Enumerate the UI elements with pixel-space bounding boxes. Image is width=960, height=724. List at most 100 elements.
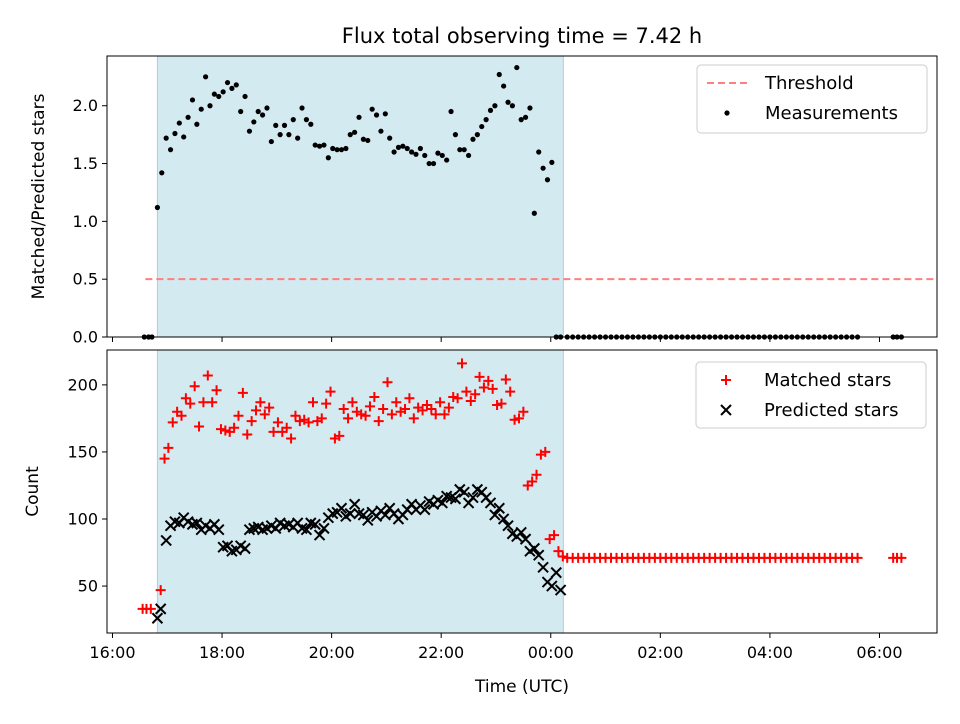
data-point (309, 518, 321, 531)
data-point (281, 422, 292, 433)
data-point (273, 122, 279, 128)
y-tick-label: 150 (67, 442, 98, 461)
data-point (242, 429, 253, 440)
data-point (487, 383, 498, 394)
data-point (544, 177, 551, 183)
data-point (493, 502, 505, 514)
data-point (458, 486, 470, 498)
series-predicted-stars (151, 483, 567, 624)
y-tick-label: 1.0 (73, 212, 98, 231)
data-point (207, 103, 213, 109)
data-point (391, 149, 397, 155)
data-point (492, 103, 498, 109)
data-point (163, 135, 169, 141)
data-point (522, 114, 529, 120)
data-point (272, 417, 283, 428)
data-point (404, 393, 415, 404)
data-point (514, 64, 520, 71)
data-point (531, 210, 537, 216)
data-point (167, 147, 174, 153)
legend-label: Matched stars (764, 370, 891, 391)
data-point (295, 135, 301, 141)
data-point (483, 375, 494, 386)
data-point (484, 497, 497, 509)
data-point (251, 119, 257, 125)
legend-label: Measurements (765, 103, 898, 124)
data-point (386, 409, 397, 420)
data-point (479, 123, 485, 130)
data-point (387, 135, 393, 141)
y-tick-label: 1.5 (73, 154, 98, 173)
data-point (509, 414, 520, 425)
data-point (151, 612, 164, 624)
data-point (461, 386, 472, 397)
legend-marker-swatch (721, 375, 731, 385)
y-tick-label: 50 (78, 577, 98, 596)
data-point (220, 425, 231, 436)
data-point (474, 371, 485, 382)
data-point (373, 112, 380, 118)
data-point (325, 386, 336, 397)
legend-box (695, 361, 927, 429)
data-point (160, 534, 172, 547)
data-point (478, 382, 489, 393)
data-point (318, 522, 330, 535)
data-point (198, 397, 209, 408)
data-point (215, 424, 226, 435)
data-point (203, 74, 209, 80)
data-point (303, 117, 310, 123)
data-point (198, 106, 204, 112)
data-point (290, 117, 296, 123)
data-point (211, 385, 222, 396)
data-point (426, 404, 437, 415)
data-point (369, 106, 375, 112)
data-point (242, 93, 248, 100)
data-point (378, 128, 384, 134)
y-tick-label: 2.0 (73, 96, 98, 115)
data-point (300, 524, 313, 536)
data-point (557, 551, 568, 562)
data-point (457, 147, 463, 153)
data-point (347, 397, 358, 408)
data-point (264, 105, 270, 111)
data-point (180, 393, 191, 404)
data-point (303, 417, 314, 428)
data-point (211, 91, 217, 97)
data-point (220, 89, 226, 95)
data-point (207, 397, 218, 408)
data-point (449, 493, 462, 505)
data-point (483, 117, 489, 123)
data-point (408, 413, 419, 424)
data-point (369, 391, 380, 402)
data-point (513, 413, 524, 424)
data-point (181, 134, 187, 140)
data-point (413, 151, 419, 157)
data-point (550, 566, 562, 579)
data-point (224, 79, 231, 86)
data-point (400, 404, 411, 415)
data-point (167, 417, 178, 428)
data-point (400, 143, 406, 149)
legend-box (696, 64, 928, 134)
x-tick-label: 20:00 (309, 643, 355, 662)
data-point (505, 99, 511, 105)
data-point (334, 430, 345, 441)
data-point (185, 398, 196, 409)
data-point (452, 393, 463, 404)
data-point (259, 409, 270, 420)
data-point (474, 132, 480, 138)
x-tick-label: 00:00 (528, 643, 574, 662)
data-point (519, 533, 532, 545)
data-point (335, 502, 348, 514)
data-point (435, 397, 446, 408)
data-point (500, 374, 511, 385)
data-point (213, 524, 225, 536)
data-point (382, 111, 388, 117)
data-point (496, 398, 507, 409)
data-point (461, 147, 467, 153)
data-point (268, 426, 279, 437)
y-tick-label: 200 (67, 375, 98, 394)
data-point (409, 149, 415, 155)
data-point (467, 491, 479, 504)
